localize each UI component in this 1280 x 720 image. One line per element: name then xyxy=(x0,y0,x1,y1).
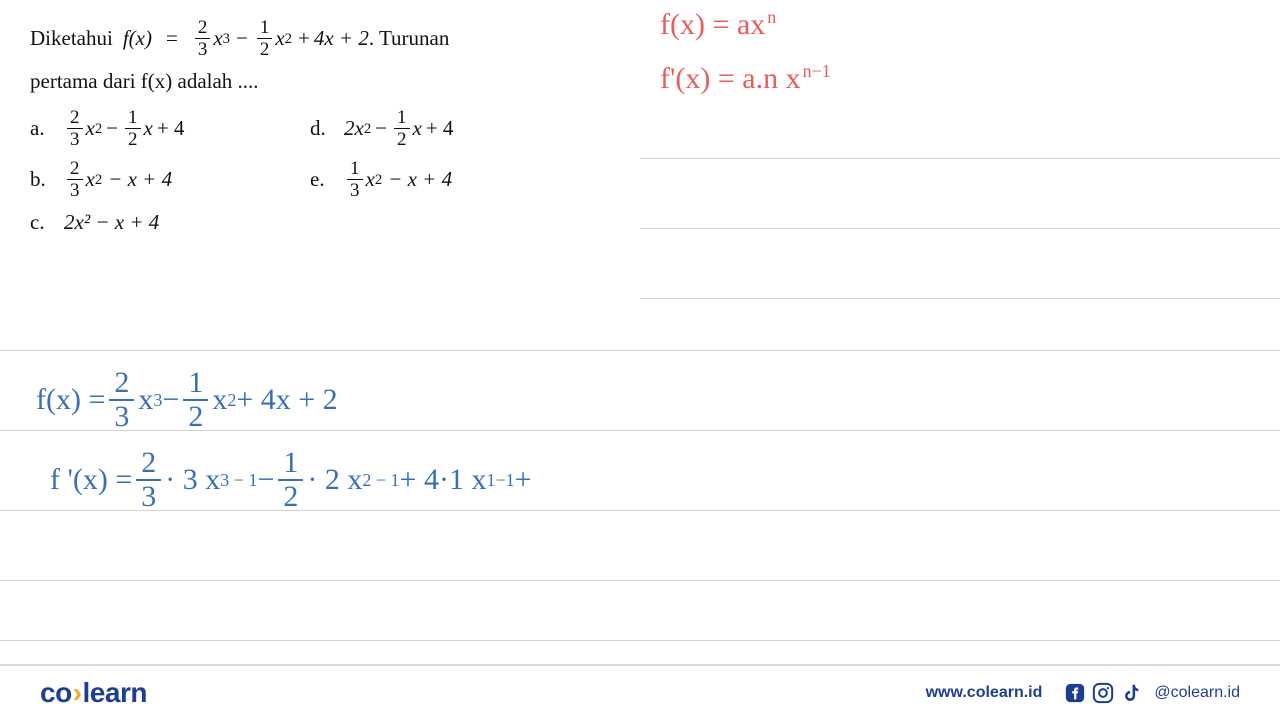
frac-2-3: 2 3 xyxy=(195,18,211,59)
rule-line xyxy=(0,350,1280,351)
question-line-1: Diketahui f(x) = 2 3 x3 − 1 2 x2 + 4x + … xyxy=(30,18,600,59)
var-x2: x xyxy=(275,24,284,53)
options-block: a. 23 x2 − 12 x + 4 d. 2x2 − 12 x + 4 xyxy=(30,108,600,235)
rule-line xyxy=(640,228,1280,229)
logo-accent: › xyxy=(73,677,82,708)
minus-1: − xyxy=(236,24,248,53)
plus-1: + xyxy=(298,24,310,53)
rule-line xyxy=(640,298,1280,299)
option-e: e. 13 x2 − x + 4 xyxy=(310,159,452,200)
handwritten-fx: f(x) = 23 x3 − 12 x2 + 4x + 2 xyxy=(36,368,338,432)
rule-line xyxy=(0,580,1280,581)
brand-logo: co›learn xyxy=(40,677,147,709)
handwritten-rule-2: f'(x) = a.n xn−1 xyxy=(660,62,831,96)
q-lead: Diketahui xyxy=(30,24,113,53)
facebook-icon xyxy=(1064,682,1086,704)
q-eq: = xyxy=(166,24,178,53)
tiktok-icon xyxy=(1120,682,1142,704)
q-lhs: f(x) xyxy=(123,24,152,53)
frac-1-2: 1 2 xyxy=(257,18,273,59)
footer-bar: co›learn www.colearn.id @colearn.id xyxy=(0,664,1280,720)
handwritten-fprime: f '(x) = 23 · 3 x3 − 1 − 12 · 2 x2 − 1 +… xyxy=(50,448,532,512)
option-d: d. 2x2 − 12 x + 4 xyxy=(310,108,453,149)
footer-right: www.colearn.id @colearn.id xyxy=(926,682,1240,704)
handwritten-rule-1: f(x) = axn xyxy=(660,8,776,42)
option-a: a. 23 x2 − 12 x + 4 xyxy=(30,108,310,149)
rule-line xyxy=(0,640,1280,641)
question-line-2: pertama dari f(x) adalah .... xyxy=(30,69,600,94)
q-tail: . Turunan xyxy=(369,24,450,53)
rule-line xyxy=(640,158,1280,159)
instagram-icon xyxy=(1092,682,1114,704)
question-block: Diketahui f(x) = 2 3 x3 − 1 2 x2 + 4x + … xyxy=(30,18,600,235)
footer-handle: @colearn.id xyxy=(1154,684,1240,702)
footer-url: www.colearn.id xyxy=(926,684,1043,702)
var-x1: x xyxy=(213,24,222,53)
option-c: c. 2x² − x + 4 xyxy=(30,210,310,235)
option-b: b. 23 x2 − x + 4 xyxy=(30,159,310,200)
term-4x2: 4x + 2 xyxy=(314,24,369,53)
social-icons xyxy=(1064,682,1142,704)
